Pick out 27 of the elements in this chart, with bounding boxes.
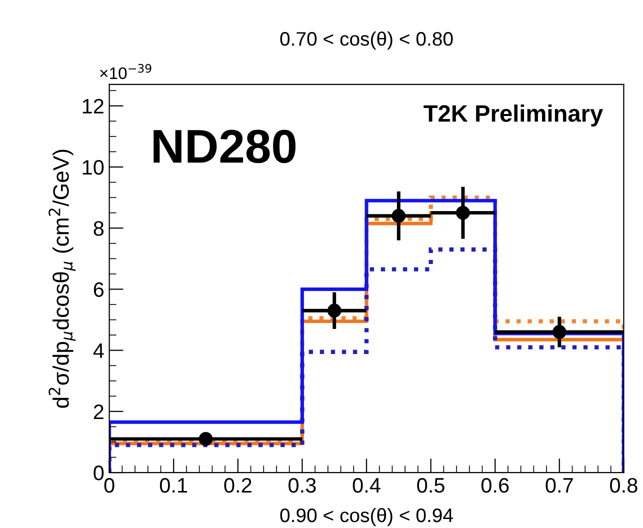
y-tick-label: 12	[82, 98, 104, 114]
x-tick-label: 0.6	[481, 478, 509, 493]
x-tick-label: 0.5	[417, 478, 444, 493]
x-tick-label: 0.3	[288, 478, 316, 493]
x-tick-label: 0.2	[224, 478, 252, 493]
chart-title: 0.70 < cos(θ) < 0.80	[280, 32, 453, 50]
y-tick-label: 2	[94, 404, 104, 419]
x-tick-label: 0.1	[160, 478, 188, 493]
point	[456, 206, 470, 220]
point	[198, 432, 213, 446]
annotation: T2K Preliminary	[424, 104, 604, 127]
y-tick-label: 10	[82, 160, 104, 175]
x-axis-title: 0.90 < cos(θ) < 0.94	[280, 508, 453, 526]
point	[552, 325, 566, 339]
x-tick-label: 0.8	[610, 478, 638, 493]
x-tick-label: 0.7	[546, 478, 573, 493]
x-tick-label: 0.4	[352, 478, 380, 493]
point	[327, 304, 342, 318]
y-tick-label: 0	[94, 466, 104, 480]
point	[392, 208, 406, 223]
y-tick-label: 6	[94, 282, 104, 297]
text: ×10$^{−39}$	[100, 64, 152, 80]
y-tick-label: 4	[93, 344, 104, 358]
x-tick-label: 0	[104, 478, 114, 493]
annotation: ND280	[154, 130, 296, 164]
y-tick-label: 8	[94, 221, 104, 236]
text: d$^{2}$σ/dp$_{μ}$dcosθ$_{μ}$ (cm$^{2}$/GeV)	[48, 150, 76, 408]
